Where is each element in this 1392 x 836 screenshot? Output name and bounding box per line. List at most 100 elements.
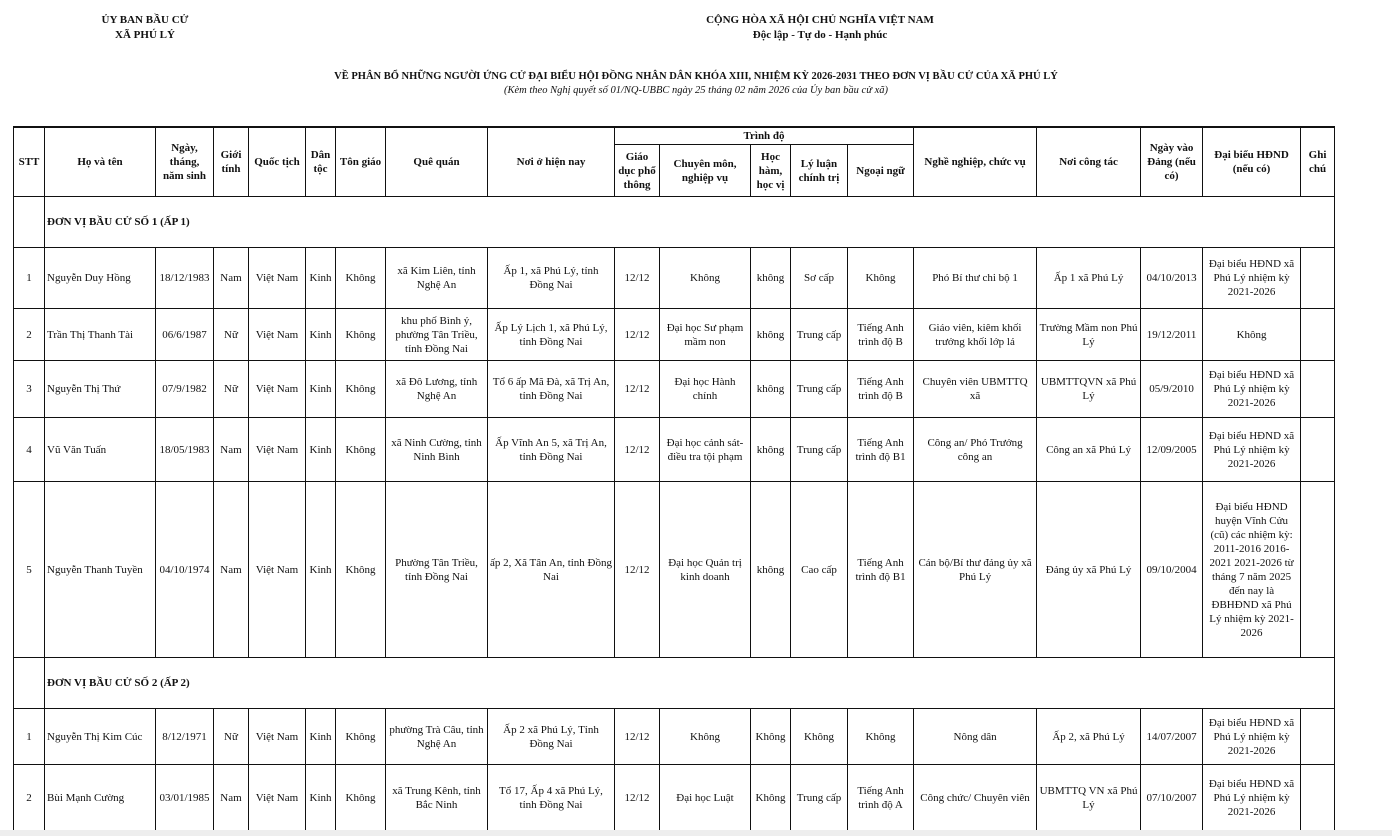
- motto: Độc lập - Tự do - Hạnh phúc: [752, 29, 888, 41]
- cell-political: Trung cấp: [790, 360, 848, 418]
- col-religion: Tôn giáo: [335, 126, 386, 197]
- cell-workplace: UBMTTQVN xã Phú Lý: [1036, 360, 1142, 418]
- cell-residence: Ấp 2 xã Phú Lý, Tỉnh Đồng Nai: [487, 708, 615, 765]
- cell-hometown: xã Đô Lương, tỉnh Nghệ An: [385, 360, 488, 418]
- cell-nationality: Việt Nam: [248, 417, 306, 482]
- cell-residence: Ấp 1, xã Phú Lý, tỉnh Đồng Nai: [487, 247, 615, 309]
- cell-ethnicity: Kinh: [305, 417, 336, 482]
- cell-note: [1300, 247, 1336, 309]
- cell-degree: Không: [750, 708, 791, 765]
- cell-hometown: xã Trung Kênh, tỉnh Bắc Ninh: [385, 764, 488, 832]
- cell-gender: Nam: [213, 247, 249, 309]
- col-specialty: Chuyên môn, nghiệp vụ: [659, 144, 751, 197]
- cell-stt: 1: [13, 708, 45, 765]
- cell-delegate: Không: [1202, 308, 1302, 361]
- unit-section-row: ĐƠN VỊ BẦU CỬ SỐ 1 (ẤP 1): [13, 196, 1336, 248]
- cell-workplace: Đảng ủy xã Phú Lý: [1036, 481, 1142, 658]
- table-row: 4 Vũ Văn Tuấn 18/05/1983 Nam Việt Nam Kinh Khô…: [13, 417, 1336, 482]
- cell-nationality: Việt Nam: [248, 764, 306, 832]
- cell-delegate: Đại biểu HĐND xã Phú Lý nhiệm kỳ 2021-20…: [1202, 764, 1302, 832]
- cell-ethnicity: Kinh: [305, 360, 336, 418]
- cell-religion: Không: [335, 481, 386, 658]
- cell-specialty: Không: [659, 247, 751, 309]
- cell-political: Trung cấp: [790, 417, 848, 482]
- cell-hometown: Phường Tân Triều, tỉnh Đồng Nai: [385, 481, 488, 658]
- cell-workplace: Công an xã Phú Lý: [1036, 417, 1142, 482]
- col-occupation: Nghề nghiệp, chức vụ: [913, 126, 1038, 197]
- cell-specialty: Đại học Luật: [659, 764, 751, 832]
- cell-language: Tiếng Anh trình độ B1: [846, 417, 915, 482]
- cell-delegate: Đại biểu HĐND xã Phú Lý nhiệm kỳ 2021-20…: [1202, 708, 1302, 765]
- cell-political: Sơ cấp: [790, 247, 848, 309]
- committee-header: ỦY BAN BẦU CỬ XÃ PHÚ LÝ: [60, 13, 230, 43]
- cell-religion: Không: [335, 764, 386, 832]
- cell-residence: Ấp Vĩnh An 5, xã Trị An, tỉnh Đồng Nai: [487, 417, 615, 482]
- candidates-table: STT Họ và tên Ngày, tháng, năm sinh Giới…: [13, 126, 1336, 832]
- col-hometown: Quê quán: [385, 126, 488, 197]
- cell-religion: Không: [335, 417, 386, 482]
- cell-dob: 06/6/1987: [155, 308, 214, 361]
- cell-stt: 3: [13, 360, 45, 418]
- table-row: 1 Nguyễn Duy Hồng 18/12/1983 Nam Việt Nam Kin…: [13, 247, 1336, 309]
- col-ethnicity: Dân tộc: [305, 126, 336, 197]
- cell-political: Trung cấp: [790, 308, 848, 361]
- table-row: 3 Nguyễn Thị Thứ 07/9/1982 Nữ Việt Nam Kinh Kh…: [13, 360, 1336, 418]
- cell-note: [1300, 481, 1336, 658]
- cell-ethnicity: Kinh: [305, 764, 336, 832]
- cell-party-date: 19/12/2011: [1140, 308, 1204, 361]
- cell-political: Trung cấp: [790, 764, 848, 832]
- col-stt: STT: [13, 126, 45, 197]
- committee-name: ỦY BAN BẦU CỬ: [101, 14, 189, 26]
- cell-nationality: Việt Nam: [248, 247, 306, 309]
- cell-note: [1300, 360, 1336, 418]
- col-workplace: Nơi công tác: [1036, 126, 1142, 197]
- cell-gender: Nữ: [213, 708, 249, 765]
- cell-party-date: 12/09/2005: [1140, 417, 1204, 482]
- cell-general-edu: 12/12: [614, 764, 660, 832]
- cell-stt: 5: [13, 481, 45, 658]
- cell-dob: 07/9/1982: [155, 360, 214, 418]
- cell-hometown: xã Ninh Cường, tỉnh Ninh Bình: [385, 417, 488, 482]
- section-empty-cell: [13, 657, 45, 709]
- cell-delegate: Đại biểu HĐND xã Phú Lý nhiệm kỳ 2021-20…: [1202, 247, 1302, 309]
- cell-stt: 2: [13, 764, 45, 832]
- table-row: 2 Bùi Mạnh Cường 03/01/1985 Nam Việt Nam Kinh…: [13, 764, 1336, 832]
- col-dob: Ngày, tháng, năm sinh: [155, 126, 214, 197]
- cell-general-edu: 12/12: [614, 360, 660, 418]
- cell-nationality: Việt Nam: [248, 708, 306, 765]
- cell-party-date: 05/9/2010: [1140, 360, 1204, 418]
- cell-language: Không: [846, 708, 915, 765]
- col-party-date: Ngày vào Đảng (nếu có): [1140, 126, 1204, 197]
- cell-religion: Không: [335, 308, 386, 361]
- cell-note: [1300, 708, 1336, 765]
- cell-name: Trần Thị Thanh Tài: [44, 308, 156, 361]
- cell-residence: ấp 2, Xã Tân An, tỉnh Đồng Nai: [487, 481, 615, 658]
- cell-specialty: Không: [659, 708, 751, 765]
- unit-label: ĐƠN VỊ BẦU CỬ SỐ 1 (ẤP 1): [43, 196, 1336, 248]
- cell-party-date: 14/07/2007: [1140, 708, 1204, 765]
- cell-degree: không: [750, 360, 791, 418]
- table-body: ĐƠN VỊ BẦU CỬ SỐ 1 (ẤP 1) 1 Nguyễn Duy Hồn…: [13, 196, 1336, 832]
- cell-dob: 03/01/1985: [155, 764, 214, 832]
- cell-note: [1300, 417, 1336, 482]
- table-row: 2 Trần Thị Thanh Tài 06/6/1987 Nữ Việt Nam Ki…: [13, 308, 1336, 361]
- cell-note: [1300, 764, 1336, 832]
- cell-occupation: Công chức/ Chuyên viên: [913, 764, 1038, 832]
- cell-general-edu: 12/12: [614, 481, 660, 658]
- col-note: Ghi chú: [1300, 126, 1336, 197]
- cell-dob: 18/05/1983: [155, 417, 214, 482]
- cell-stt: 4: [13, 417, 45, 482]
- cell-dob: 04/10/1974: [155, 481, 214, 658]
- col-education-group: Trình độ: [613, 126, 915, 145]
- table-row: 5 Nguyễn Thanh Tuyền 04/10/1974 Nam Việt Nam…: [13, 481, 1336, 658]
- cell-party-date: 09/10/2004: [1140, 481, 1204, 658]
- cell-language: Tiếng Anh trình độ B: [846, 360, 915, 418]
- cell-hometown: phường Trà Câu, tỉnh Nghệ An: [385, 708, 488, 765]
- cell-nationality: Việt Nam: [248, 360, 306, 418]
- col-gender: Giới tính: [213, 126, 249, 197]
- col-degree: Học hàm, học vị: [750, 144, 791, 197]
- cell-nationality: Việt Nam: [248, 481, 306, 658]
- cell-occupation: Chuyên viên UBMTTQ xã: [913, 360, 1038, 418]
- cell-degree: không: [750, 481, 791, 658]
- cell-general-edu: 12/12: [614, 247, 660, 309]
